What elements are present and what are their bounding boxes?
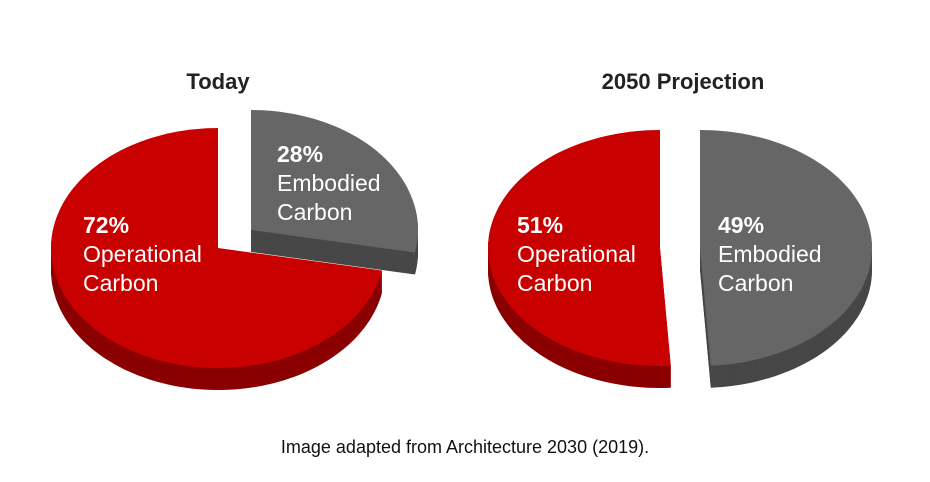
- pie-0-slice-operational-carbon: [51, 128, 382, 390]
- pct-label: 49%: [718, 212, 765, 238]
- slice-top: [51, 128, 382, 368]
- name-line1: Embodied: [277, 170, 381, 196]
- name-line1: Operational: [83, 241, 202, 267]
- label-today-operational: 72% Operational Carbon: [83, 211, 202, 298]
- name-line2: Carbon: [83, 270, 159, 296]
- name-line2: Carbon: [277, 199, 353, 225]
- pct-label: 51%: [517, 212, 564, 238]
- name-line2: Carbon: [718, 270, 794, 296]
- label-today-embodied: 28% Embodied Carbon: [277, 140, 381, 227]
- slice-top: [700, 130, 872, 366]
- chart-title-2050: 2050 Projection: [601, 69, 765, 94]
- name-line1: Embodied: [718, 241, 822, 267]
- pct-label: 72%: [83, 212, 130, 238]
- chart-title-today: Today: [186, 69, 250, 94]
- name-line1: Operational: [517, 241, 636, 267]
- slice-top: [251, 110, 418, 253]
- pie-0-slice-embodied-carbon: [251, 110, 418, 275]
- label-2050-operational: 51% Operational Carbon: [517, 211, 636, 298]
- pct-label: 28%: [277, 141, 324, 167]
- pie-1-slice-operational-carbon: [488, 130, 671, 388]
- slice-top: [488, 130, 671, 366]
- label-2050-embodied: 49% Embodied Carbon: [718, 211, 822, 298]
- pie-1-slice-embodied-carbon: [700, 130, 872, 388]
- name-line2: Carbon: [517, 270, 593, 296]
- caption: Image adapted from Architecture 2030 (20…: [280, 437, 650, 457]
